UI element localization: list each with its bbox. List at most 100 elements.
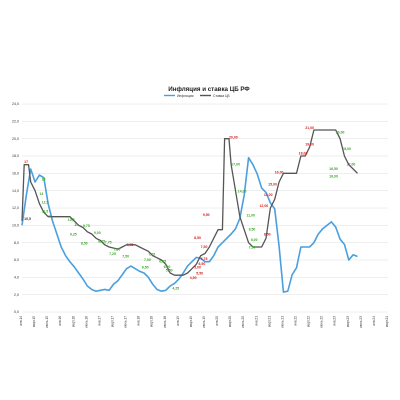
data-label: 7,50 <box>122 254 129 258</box>
y-tick-label: 16,0 <box>12 172 19 176</box>
data-label: 20,00 <box>336 130 345 134</box>
x-tick-label: янв.19 <box>176 316 180 326</box>
y-tick-label: 8,0 <box>14 241 19 245</box>
data-label: 15,00 <box>268 182 277 186</box>
data-label: 13,00 <box>264 193 273 197</box>
x-tick-label: март.21 <box>267 316 271 327</box>
x-tick-label: июнь.16 <box>84 316 88 328</box>
data-label: 9,50 <box>249 228 256 232</box>
data-label: 12,00 <box>259 204 268 208</box>
x-tick-label: июнь.17 <box>124 316 128 328</box>
data-label: 8,50 <box>194 236 201 240</box>
x-tick-label: июнь.19 <box>202 316 206 328</box>
y-tick-label: 12,0 <box>12 206 19 210</box>
x-tick-label: март.15 <box>32 316 36 327</box>
x-tick-label: янв.14 <box>19 316 23 326</box>
y-tick-label: 22,0 <box>12 120 19 124</box>
data-label: 6,50 <box>198 262 205 266</box>
legend-label-rate: Ставка ЦБ <box>213 94 231 98</box>
series-lines <box>21 129 358 293</box>
data-label: 6,25 <box>159 260 166 264</box>
data-label: 6,50 <box>142 266 149 270</box>
y-tick-label: 18,0 <box>12 154 19 158</box>
data-label: 17,00 <box>231 163 240 167</box>
y-tick-label: 10,0 <box>12 224 19 228</box>
x-tick-label: янв.22 <box>294 316 298 326</box>
data-label: 9,75 <box>83 224 90 228</box>
y-tick-label: 20,0 <box>12 137 19 141</box>
x-tick-label: янв.24 <box>372 316 376 326</box>
y-tick-label: 2,0 <box>14 293 19 297</box>
data-label: 10 <box>74 223 78 227</box>
x-tick-label: янв.18 <box>137 316 141 326</box>
data-label: 16,50 <box>329 167 338 171</box>
x-tick-label: март.19 <box>189 316 193 327</box>
data-label: 20,00 <box>229 136 238 140</box>
data-label: 11,5 <box>42 209 49 213</box>
x-tick-label: июнь.22 <box>320 316 324 328</box>
x-tick-label: март.16 <box>71 316 75 327</box>
data-label: 8,25 <box>98 240 105 244</box>
data-label: 18,00 <box>299 151 308 155</box>
data-label: 6,00 <box>164 265 171 269</box>
data-label: 9,25 <box>70 233 77 237</box>
x-tick-label: март.18 <box>150 316 154 327</box>
legend: Инфляция Ставка ЦБ <box>164 94 231 98</box>
data-label: 7,75 <box>105 241 112 245</box>
data-label: 7,25 <box>148 253 155 257</box>
data-label: 7,50 <box>249 246 256 250</box>
data-label: 14 <box>39 192 43 196</box>
data-label: 7,00 <box>144 258 151 262</box>
y-tick-label: 14,0 <box>12 189 19 193</box>
data-label: 5,50 <box>166 268 173 272</box>
data-label: 10,5 <box>24 217 31 221</box>
x-tick-label: март.24 <box>385 316 389 327</box>
x-tick-label: март.20 <box>228 316 232 327</box>
data-label: 12,5 <box>42 201 49 205</box>
data-label: 11,00 <box>246 214 255 218</box>
data-label: 8,00 <box>251 238 258 242</box>
x-tick-label: янв.20 <box>215 316 219 326</box>
legend-label-inflation: Инфляция <box>177 94 194 98</box>
data-label: 15 <box>42 177 46 181</box>
x-tick-label: март.23 <box>346 316 350 327</box>
data-label: 18,00 <box>342 147 351 151</box>
y-axis-ticks: 0,0 2,0 4,0 6,0 8,0 10,0 12,0 14,0 16,0 18,0 20,0 2… <box>12 102 19 314</box>
data-label: 9,00 <box>94 231 101 235</box>
data-label: 16,00 <box>329 175 338 179</box>
y-tick-label: 24,0 <box>12 102 19 106</box>
x-tick-label: март.17 <box>111 316 115 327</box>
data-label: 4,25 <box>172 286 179 290</box>
data-label: 10,5 <box>68 218 75 222</box>
data-label: 6,75 <box>201 257 208 261</box>
x-tick-label: июнь.20 <box>241 316 245 328</box>
x-axis-ticks: янв.14 март.15 июнь.15 янв.16 март.16 июнь.16… <box>19 316 389 328</box>
data-label: 21,00 <box>305 126 314 130</box>
data-label: 8,50 <box>81 241 88 245</box>
chart-title: Инфляция и ставка ЦБ РФ <box>168 86 250 93</box>
data-label: 19,00 <box>305 143 314 147</box>
x-tick-label: март.22 <box>307 316 311 327</box>
data-label: 7,25 <box>109 252 116 256</box>
x-tick-label: июнь.18 <box>163 316 167 328</box>
data-label: 7,75 <box>127 243 134 247</box>
y-tick-label: 0,0 <box>14 310 19 314</box>
x-tick-label: июнь.23 <box>359 316 363 328</box>
data-label: 16,00 <box>275 170 284 174</box>
data-label: 7,50 <box>201 245 208 249</box>
data-label: 5,50 <box>196 272 203 276</box>
data-label: 14,00 <box>238 189 247 193</box>
data-label: 17,00 <box>347 163 356 167</box>
x-tick-label: янв.16 <box>58 316 62 326</box>
data-label: 7,50 <box>114 247 121 251</box>
y-tick-label: 4,0 <box>14 276 19 280</box>
gridlines <box>22 103 388 313</box>
x-tick-label: июнь.21 <box>280 316 284 328</box>
x-tick-label: янв.21 <box>254 316 258 326</box>
x-tick-label: янв.23 <box>333 316 337 326</box>
series-line-inflation <box>21 156 358 293</box>
data-label: 17 <box>24 160 28 164</box>
data-label: 4,50 <box>190 276 197 280</box>
y-tick-label: 6,0 <box>14 258 19 262</box>
